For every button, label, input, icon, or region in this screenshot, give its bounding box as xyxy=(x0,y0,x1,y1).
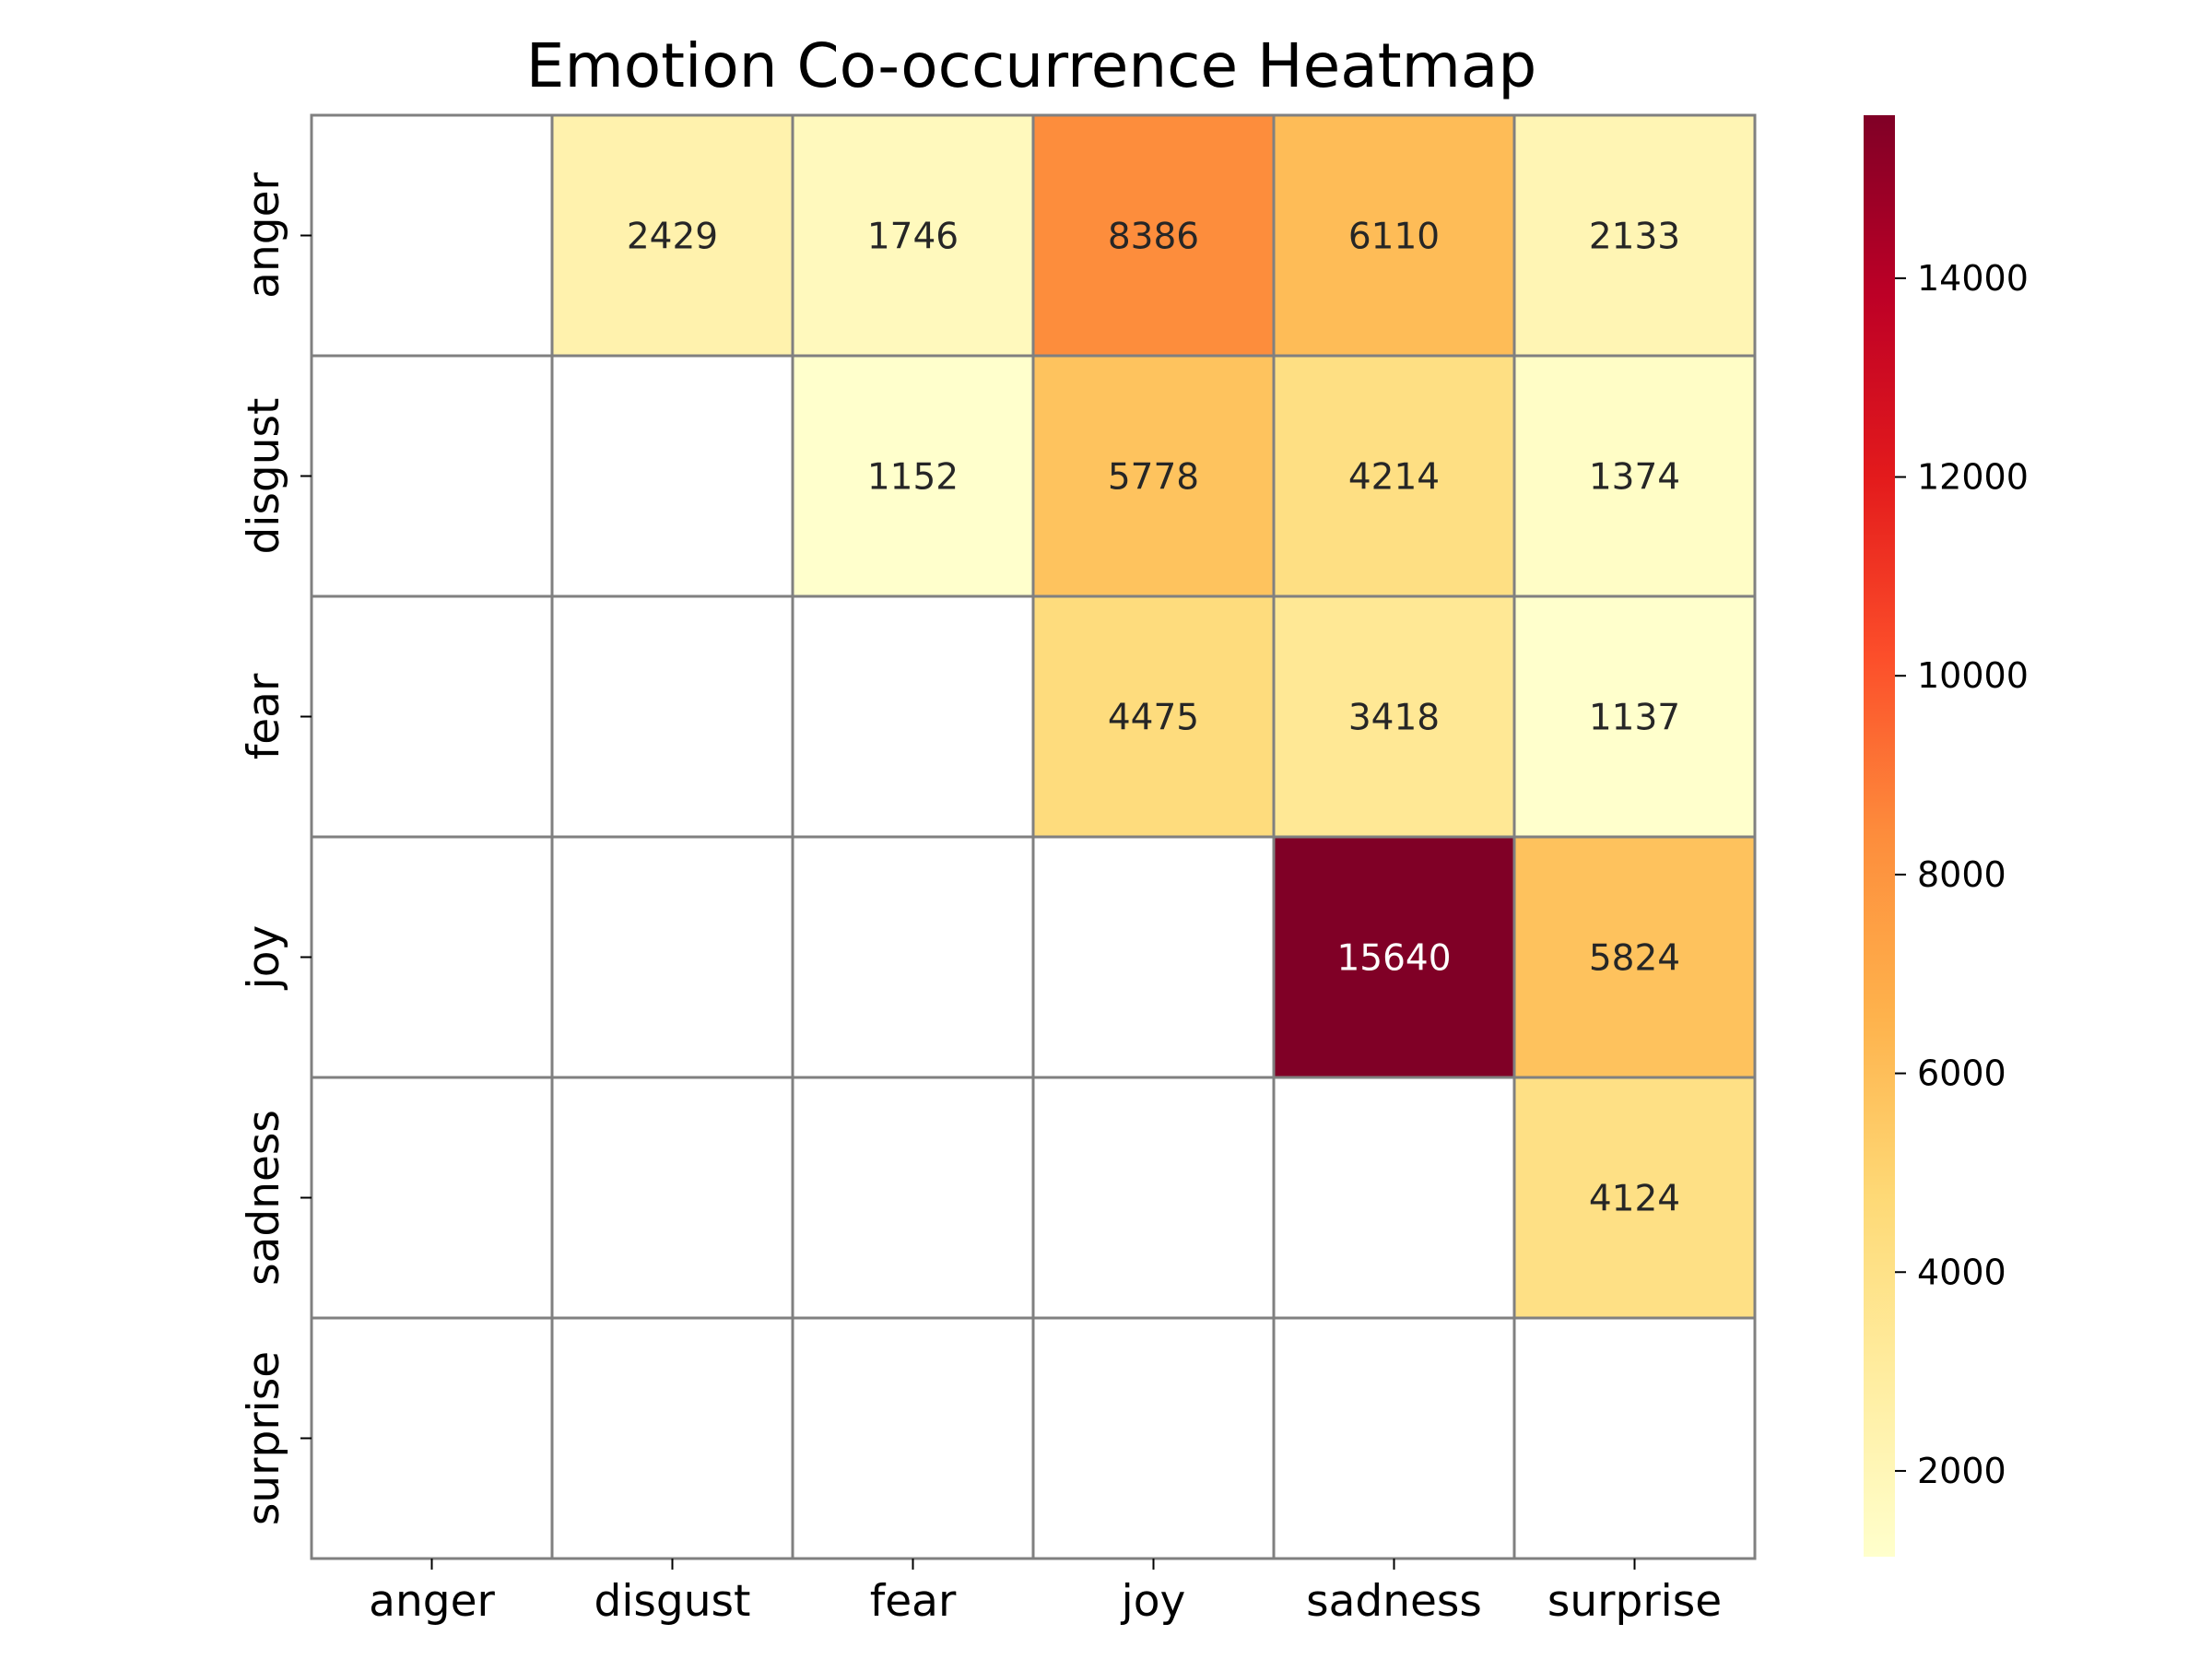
y-tick-label-surprise: surprise xyxy=(239,1351,289,1525)
heatmap-cell-disgust-anger xyxy=(310,354,554,598)
cell-value-label: 15640 xyxy=(1336,938,1451,980)
cell-value-label: 8386 xyxy=(1108,217,1199,258)
heatmap-cell-sadness-joy xyxy=(1031,1076,1276,1320)
cell-value-label: 1746 xyxy=(867,217,959,258)
heatmap-cell-disgust-fear xyxy=(791,354,1035,598)
y-tick-label-sadness: sadness xyxy=(239,1110,289,1286)
heatmap-cell-surprise-sadness xyxy=(1272,1316,1516,1560)
colorbar-tick-label: 12000 xyxy=(1917,457,2029,498)
cell-value-label: 1152 xyxy=(867,457,959,499)
heatmap-cell-disgust-disgust xyxy=(550,354,794,598)
heatmap-cell-joy-joy xyxy=(1031,835,1276,1079)
y-axis: anger disgust fear joy sadness surprise xyxy=(239,171,312,1525)
heatmap-cell-joy-fear xyxy=(791,835,1035,1079)
colorbar-tick-label: 10000 xyxy=(1917,655,2029,696)
x-axis: anger disgust fear joy sadness surprise xyxy=(369,1559,1722,1627)
cell-value-label: 2429 xyxy=(627,217,718,258)
y-tick-label-fear: fear xyxy=(239,673,289,759)
heatmap-cell-joy-surprise xyxy=(1512,835,1757,1079)
heatmap-cell-anger-sadness xyxy=(1272,113,1516,358)
heatmap-cell-anger-surprise xyxy=(1512,113,1757,358)
heatmap-cell-sadness-anger xyxy=(310,1076,554,1320)
heatmap-cell-sadness-sadness xyxy=(1272,1076,1516,1320)
heatmap-cell-fear-anger xyxy=(310,594,554,839)
y-tick-label-joy: joy xyxy=(239,925,289,991)
colorbar-tick-label: 8000 xyxy=(1917,854,2006,895)
x-tick-label-fear: fear xyxy=(870,1576,957,1627)
cell-value-label: 4475 xyxy=(1108,698,1199,739)
cell-value-label: 4124 xyxy=(1589,1179,1680,1220)
cell-value-label: 1374 xyxy=(1589,457,1680,499)
heatmap-cell-fear-joy xyxy=(1031,594,1276,839)
heatmap-cell-surprise-surprise xyxy=(1512,1316,1757,1560)
cell-value-label: 1137 xyxy=(1589,698,1680,739)
heatmap-cells: 2429 1746 8386 6110 2133 1152 5778 4214 1374 4475… xyxy=(310,113,1757,1560)
chart-title: Emotion Co-occurrence Heatmap xyxy=(526,30,1536,101)
x-tick-label-disgust: disgust xyxy=(594,1576,751,1627)
heatmap-cell-joy-disgust xyxy=(550,835,794,1079)
x-tick-label-surprise: surprise xyxy=(1547,1576,1722,1627)
heatmap-cell-surprise-anger xyxy=(310,1316,554,1560)
cell-value-label: 5778 xyxy=(1108,457,1199,499)
heatmap-cell-sadness-surprise xyxy=(1512,1076,1757,1320)
x-tick-label-sadness: sadness xyxy=(1306,1576,1482,1627)
x-tick-label-joy: joy xyxy=(1121,1576,1186,1627)
heatmap-cell-sadness-fear xyxy=(791,1076,1035,1320)
colorbar-tick-label: 14000 xyxy=(1917,258,2029,299)
heatmap-cell-sadness-disgust xyxy=(550,1076,794,1320)
colorbar-tick-label: 2000 xyxy=(1917,1451,2006,1491)
cell-value-label: 5824 xyxy=(1589,938,1680,980)
heatmap-cell-anger-disgust xyxy=(550,113,794,358)
colorbar-tick-label: 4000 xyxy=(1917,1252,2006,1292)
cell-value-label: 6110 xyxy=(1348,217,1440,258)
colorbar: 2000 4000 6000 8000 10000 12000 14000 xyxy=(1864,115,2029,1557)
heatmap-cell-disgust-sadness xyxy=(1272,354,1516,598)
heatmap-cell-surprise-fear xyxy=(791,1316,1035,1560)
heatmap-cell-joy-anger xyxy=(310,835,554,1079)
heatmap-cell-surprise-disgust xyxy=(550,1316,794,1560)
x-tick-label-anger: anger xyxy=(369,1576,495,1627)
cell-value-label: 2133 xyxy=(1589,217,1680,258)
cell-value-label: 4214 xyxy=(1348,457,1440,499)
colorbar-tick-label: 6000 xyxy=(1917,1053,2006,1094)
colorbar-gradient xyxy=(1864,115,1895,1557)
heatmap-cell-anger-fear xyxy=(791,113,1035,358)
y-tick-label-disgust: disgust xyxy=(239,398,289,555)
heatmap-cell-fear-disgust xyxy=(550,594,794,839)
heatmap-cell-surprise-joy xyxy=(1031,1316,1276,1560)
heatmap-cell-anger-anger xyxy=(310,113,554,358)
heatmap-cell-fear-surprise xyxy=(1512,594,1757,839)
cell-value-label: 3418 xyxy=(1348,698,1440,739)
y-tick-label-anger: anger xyxy=(239,171,289,298)
heatmap-cell-fear-fear xyxy=(791,594,1035,839)
heatmap-cell-anger-joy xyxy=(1031,113,1276,358)
heatmap-cell-joy-sadness xyxy=(1272,835,1516,1079)
